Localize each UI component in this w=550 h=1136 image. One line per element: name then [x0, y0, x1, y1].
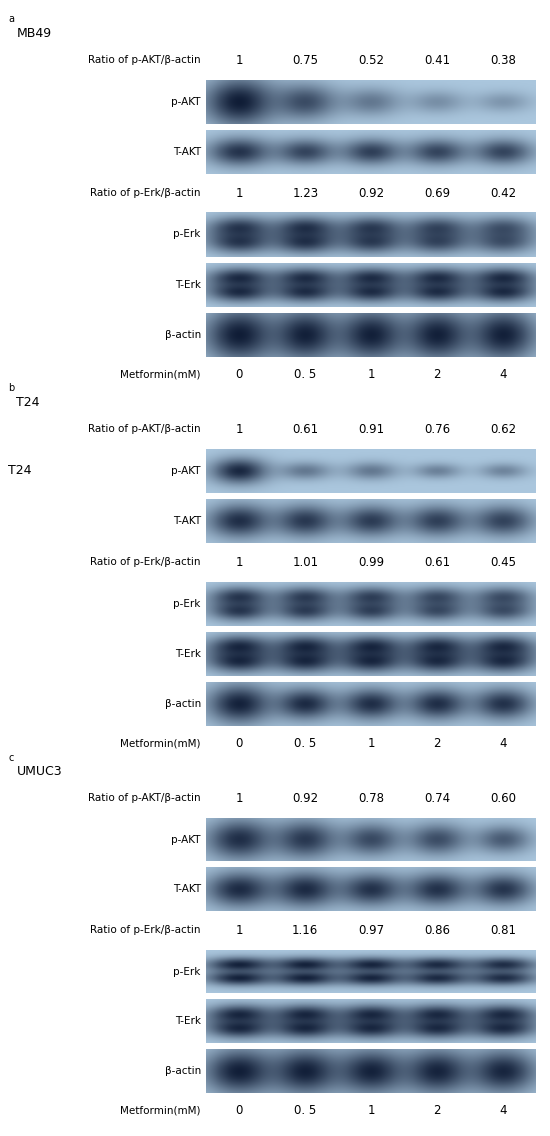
Text: 0.92: 0.92	[358, 186, 384, 200]
Text: 4: 4	[499, 737, 507, 750]
Text: β-actin: β-actin	[164, 1066, 201, 1076]
Text: 1: 1	[235, 53, 243, 67]
Text: 0.61: 0.61	[424, 556, 450, 569]
Text: 0. 5: 0. 5	[294, 368, 316, 381]
Text: 2: 2	[433, 1104, 441, 1117]
Text: 0. 5: 0. 5	[294, 737, 316, 750]
Text: 0: 0	[235, 1104, 243, 1117]
Text: 1: 1	[367, 1104, 375, 1117]
Text: 0.81: 0.81	[490, 924, 516, 937]
Text: 1.16: 1.16	[292, 924, 318, 937]
Text: Ratio of p-Erk/β-actin: Ratio of p-Erk/β-actin	[90, 926, 201, 935]
Text: 1: 1	[367, 368, 375, 381]
Text: p-Erk: p-Erk	[173, 599, 201, 609]
Text: 4: 4	[499, 1104, 507, 1117]
Text: p-AKT: p-AKT	[171, 835, 201, 844]
Text: 0.42: 0.42	[490, 186, 516, 200]
Text: 0.38: 0.38	[490, 53, 516, 67]
Text: Metformin(mM): Metformin(mM)	[120, 738, 201, 749]
Text: p-Erk: p-Erk	[173, 229, 201, 240]
Text: T-Erk: T-Erk	[175, 279, 201, 290]
Text: β-actin: β-actin	[164, 329, 201, 340]
Text: p-AKT: p-AKT	[171, 466, 201, 476]
Text: 2: 2	[433, 368, 441, 381]
Text: T-AKT: T-AKT	[173, 884, 201, 894]
Text: 0.97: 0.97	[358, 924, 384, 937]
Text: b: b	[8, 384, 14, 393]
Text: 1: 1	[235, 924, 243, 937]
Text: 0: 0	[235, 737, 243, 750]
Text: Metformin(mM): Metformin(mM)	[120, 1105, 201, 1116]
Text: 1: 1	[235, 556, 243, 569]
Text: Ratio of p-AKT/β-actin: Ratio of p-AKT/β-actin	[88, 425, 201, 434]
Text: Metformin(mM): Metformin(mM)	[120, 369, 201, 379]
Text: 1: 1	[367, 737, 375, 750]
Text: 0.74: 0.74	[424, 792, 450, 805]
Text: 0. 5: 0. 5	[294, 1104, 316, 1117]
Text: 1: 1	[235, 186, 243, 200]
Text: Ratio of p-Erk/β-actin: Ratio of p-Erk/β-actin	[90, 189, 201, 198]
Text: T24: T24	[8, 465, 32, 477]
Text: 4: 4	[499, 368, 507, 381]
Text: 0.60: 0.60	[490, 792, 516, 805]
Text: 0.78: 0.78	[358, 792, 384, 805]
Text: 1: 1	[235, 792, 243, 805]
Text: T24: T24	[16, 396, 40, 409]
Text: T-AKT: T-AKT	[173, 516, 201, 526]
Text: T-Erk: T-Erk	[175, 1017, 201, 1026]
Text: 0.61: 0.61	[292, 423, 318, 436]
Text: Ratio of p-AKT/β-actin: Ratio of p-AKT/β-actin	[88, 56, 201, 65]
Text: 0.75: 0.75	[292, 53, 318, 67]
Text: T-Erk: T-Erk	[175, 649, 201, 659]
Text: 0.41: 0.41	[424, 53, 450, 67]
Text: 0.52: 0.52	[358, 53, 384, 67]
Text: 0.62: 0.62	[490, 423, 516, 436]
Text: p-Erk: p-Erk	[173, 967, 201, 977]
Text: Ratio of p-AKT/β-actin: Ratio of p-AKT/β-actin	[88, 793, 201, 803]
Text: β-actin: β-actin	[164, 699, 201, 709]
Text: 0.99: 0.99	[358, 556, 384, 569]
Text: 1.01: 1.01	[292, 556, 318, 569]
Text: Ratio of p-Erk/β-actin: Ratio of p-Erk/β-actin	[90, 558, 201, 567]
Text: 0.92: 0.92	[292, 792, 318, 805]
Text: 0.45: 0.45	[490, 556, 516, 569]
Text: 0.91: 0.91	[358, 423, 384, 436]
Text: 0.69: 0.69	[424, 186, 450, 200]
Text: T-AKT: T-AKT	[173, 147, 201, 157]
Text: 0: 0	[235, 368, 243, 381]
Text: a: a	[8, 15, 14, 24]
Text: 0.76: 0.76	[424, 423, 450, 436]
Text: 2: 2	[433, 737, 441, 750]
Text: c: c	[8, 752, 14, 762]
Text: p-AKT: p-AKT	[171, 97, 201, 107]
Text: MB49: MB49	[16, 27, 52, 40]
Text: 0.86: 0.86	[424, 924, 450, 937]
Text: 1.23: 1.23	[292, 186, 318, 200]
Text: 1: 1	[235, 423, 243, 436]
Text: UMUC3: UMUC3	[16, 766, 62, 778]
